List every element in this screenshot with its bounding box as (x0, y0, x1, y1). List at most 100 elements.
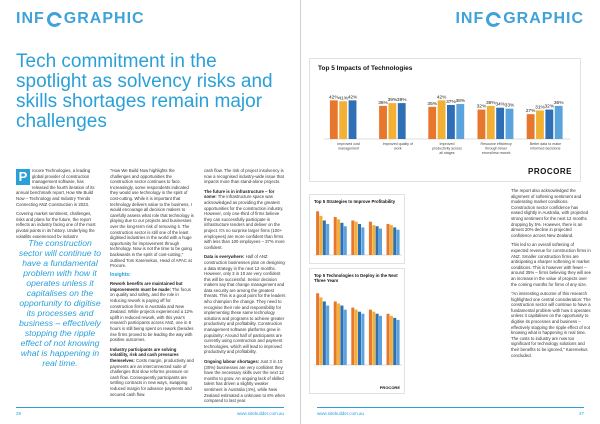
left-page: INF GRAPHIC Tech commitment in the spotl… (0, 0, 300, 424)
category-label: productivity across (432, 147, 462, 151)
infographic-logo: INF GRAPHIC (455, 10, 584, 28)
bar (486, 105, 495, 139)
footer-rule (317, 407, 584, 408)
bar (456, 104, 465, 139)
data-label: 33% (505, 103, 515, 109)
data-label: 36% (554, 100, 564, 106)
data-label: 27% (526, 108, 536, 114)
footer-rule (16, 407, 284, 408)
category-label: Improved cost (337, 142, 360, 146)
right-page: INF GRAPHIC 42% 41% 42% Improved cost manage… (300, 0, 600, 424)
logo-text-a: INF (455, 10, 485, 27)
bar (339, 101, 348, 139)
insight-heading: Rework benefits are maintained but impro… (110, 281, 183, 292)
article-column-2: "How We Build Now highlights the challen… (110, 168, 194, 401)
bar (526, 114, 535, 139)
bar (358, 223, 362, 255)
logo-text-b: GRAPHIC (503, 10, 584, 27)
bar (536, 110, 544, 139)
insight-heading: The future is in infrastructure – for so… (204, 188, 275, 200)
data-label: 39% (397, 97, 407, 103)
intro-paragraph: rocore Technologies, a leading global pr… (16, 168, 95, 207)
bar (316, 293, 320, 365)
bar (388, 103, 397, 139)
bar (333, 301, 337, 365)
data-label: 42% (329, 94, 339, 100)
category-label: all stages (439, 151, 454, 155)
logo-ring-icon (46, 11, 63, 27)
chart-impacts: 42% 41% 42% Improved cost management 36% 39% 39… (309, 58, 581, 182)
bar (545, 109, 554, 139)
insight-text: Just 3 in 10 (30%) businesses are very c… (204, 359, 285, 404)
pull-quote: The construction sector will continue to… (16, 238, 104, 368)
chart-strategies: Top 5 Strategies to Improve Profitabilit… (309, 194, 405, 264)
chart-technologies: Top 5 Technologies to Deploy in the Next… (309, 268, 405, 394)
bar (378, 315, 382, 365)
data-label: 36% (486, 100, 496, 106)
data-label: 36% (378, 100, 388, 106)
category-label: errors/less rework (482, 151, 511, 155)
data-label: 42% (348, 94, 358, 100)
bar (351, 307, 355, 365)
bar (437, 100, 446, 139)
data-label: 32% (477, 104, 487, 110)
category-label: through fewer (485, 147, 508, 151)
category-label: Improved (440, 142, 455, 146)
infographic-logo: INF GRAPHIC (16, 10, 145, 28)
bar (496, 107, 505, 139)
bar (326, 305, 330, 365)
insight-text: The focus on quality and safety, and the… (110, 286, 194, 343)
bar (322, 301, 326, 365)
bar (505, 108, 514, 139)
data-label: 32% (545, 104, 555, 110)
chart-technologies-svg (314, 293, 402, 366)
bar (428, 106, 437, 139)
category-label: Better data to make (530, 142, 561, 146)
dropcap: P (16, 169, 30, 185)
footer-url[interactable]: www.sitebuilder.com.au (317, 411, 365, 416)
data-label: 38% (455, 98, 465, 104)
bar (361, 227, 365, 255)
bar (333, 217, 337, 255)
bar (397, 103, 406, 139)
bar (396, 229, 400, 255)
bar (386, 313, 390, 365)
bar (389, 315, 393, 365)
procore-logo: PROCORE (379, 385, 400, 390)
bar (386, 223, 390, 255)
bar (389, 225, 393, 255)
logo-ring-icon (486, 11, 503, 27)
data-label: 35% (427, 101, 437, 107)
category-label: informed decisions (530, 147, 560, 151)
quote-paragraph: "How We Build Now highlights the challen… (110, 168, 194, 269)
insight-heading: Ongoing labour shortages: (204, 359, 260, 364)
bar (372, 311, 376, 365)
category-label: management (338, 147, 359, 151)
bar (379, 105, 387, 139)
chart-title: Top 5 Strategies to Improve Profitabilit… (314, 199, 396, 204)
body-paragraph: This led to an overall softening of expe… (511, 242, 592, 287)
bar (393, 317, 397, 365)
bar (340, 222, 344, 255)
bar (447, 104, 455, 139)
page-number: 27 (578, 411, 584, 416)
article-headline: Tech commitment in the spotlight as solv… (16, 51, 273, 132)
insights-subhead: Insights: (110, 271, 131, 278)
data-label: 39% (388, 97, 398, 103)
chart-strategies-svg (314, 211, 402, 256)
bar (375, 313, 379, 365)
bar (337, 219, 341, 255)
bar (393, 227, 397, 255)
page-number: 28 (16, 411, 22, 416)
bar (375, 226, 379, 255)
insight-heading: Industry participants are solving volati… (110, 346, 179, 363)
category-label: Improved quality of (383, 142, 413, 146)
bar (326, 223, 330, 255)
insight-text: The infrastructure space was acknowledge… (204, 194, 285, 250)
footer-url[interactable]: www.sitebuilder.com.au (236, 411, 284, 416)
bar (361, 313, 365, 365)
bar (316, 211, 320, 255)
bar (477, 109, 486, 139)
